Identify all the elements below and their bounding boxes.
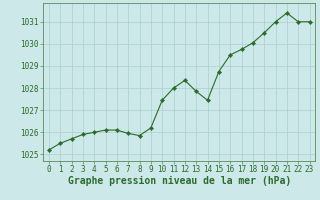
- X-axis label: Graphe pression niveau de la mer (hPa): Graphe pression niveau de la mer (hPa): [68, 176, 291, 186]
